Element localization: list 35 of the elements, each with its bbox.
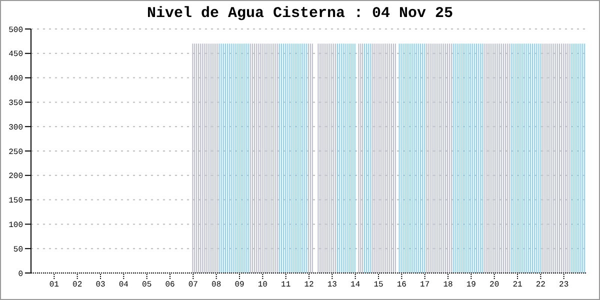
x-tick-label: 18	[443, 280, 453, 290]
y-tick-label: 50	[13, 245, 24, 254]
chart-title: Nivel de Agua Cisterna : 04 Nov 25	[146, 5, 454, 24]
x-tick-label: 15	[374, 280, 384, 290]
x-tick-label: 10	[258, 280, 268, 290]
x-tick-label: 03	[96, 280, 106, 290]
x-tick-label: 02	[72, 280, 82, 290]
x-tick-label: 16	[396, 280, 407, 290]
x-tick-label: 22	[536, 280, 546, 290]
y-tick-label: 400	[8, 74, 24, 84]
x-tick-label: 19	[466, 280, 476, 290]
y-tick-label: 200	[8, 172, 24, 182]
x-tick-label: 20	[490, 280, 500, 290]
x-tick-label: 17	[420, 280, 430, 290]
x-tick-label: 01	[49, 280, 60, 290]
x-tick-label: 14	[350, 280, 360, 290]
y-tick-label: 350	[8, 99, 24, 108]
x-tick-label: 13	[327, 280, 338, 290]
x-tick-label: 06	[165, 280, 175, 290]
y-tick-label: 450	[8, 50, 24, 60]
y-tick-label: 0	[18, 270, 24, 279]
x-tick-label: 12	[304, 280, 314, 290]
y-tick-label: 150	[8, 196, 24, 206]
x-tick-label: 04	[118, 280, 129, 290]
x-tick-label: 21	[512, 280, 522, 290]
x-tick-label: 07	[188, 280, 198, 290]
x-tick-label: 11	[281, 280, 291, 290]
y-tick-label: 500	[8, 26, 24, 35]
y-tick-label: 300	[8, 123, 24, 132]
y-tick-label: 100	[8, 221, 24, 230]
x-tick-label: 08	[212, 280, 222, 290]
x-tick-label: 05	[142, 280, 152, 290]
x-tick-label: 09	[234, 280, 244, 290]
y-tick-label: 250	[8, 148, 24, 157]
x-tick-label: 23	[559, 280, 569, 290]
